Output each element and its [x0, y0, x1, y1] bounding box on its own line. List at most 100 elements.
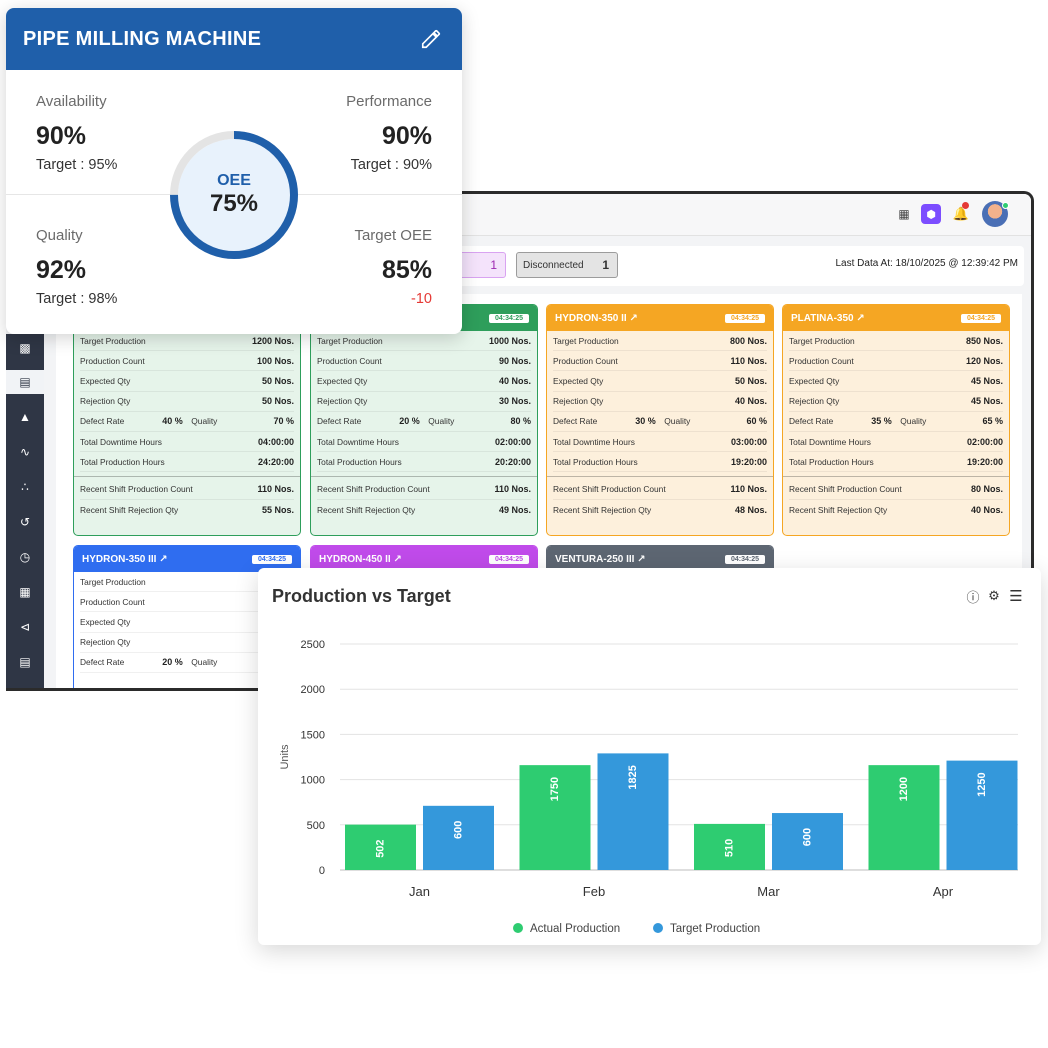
gear-icon[interactable]: ⚙ — [988, 588, 1000, 603]
machine-runtime: 04:34:25 — [251, 554, 292, 564]
machine-name[interactable]: HYDRON-350 III ↗ — [82, 554, 168, 565]
bar-actual-production — [519, 765, 591, 870]
edit-pencil-icon[interactable] — [420, 28, 442, 50]
stat-value: 40 Nos. — [734, 396, 767, 407]
downtime-row: Total Downtime Hours 03:00:00 — [553, 432, 767, 453]
stat-label: Rejection Qty — [789, 396, 840, 407]
machine-name[interactable]: HYDRON-350 II ↗ — [555, 313, 638, 324]
sidebar-alerts-icon[interactable]: ▲ — [19, 410, 31, 424]
y-tick-label: 2000 — [301, 684, 325, 696]
stat-value: 45 Nos. — [970, 396, 1003, 407]
online-status-dot — [1002, 202, 1009, 209]
machine-name[interactable]: HYDRON-450 II ↗ — [319, 554, 402, 565]
card-separator — [74, 476, 300, 478]
machine-card-body: Target Production 1200 Nos. Production Cou… — [74, 331, 300, 473]
legend-label: Actual Production — [530, 923, 620, 935]
performance-value: 90% — [381, 122, 432, 150]
total-production-row: Total Production Hours 24:20:00 — [80, 452, 294, 473]
shift-count-label: Recent Shift Production Count — [789, 483, 902, 494]
machine-card-header: HYDRON-450 II ↗ 04:34:25 — [311, 546, 537, 572]
machine-card[interactable]: HYDRON-350 II ↗ 04:34:25 Target Production… — [546, 304, 774, 536]
machine-stat-row: Rejection Qty 45 Nos. — [789, 392, 1003, 412]
machine-stat-row: Expected Qty 50 Nos. — [80, 371, 294, 392]
disconnected-label: Disconnected — [523, 259, 584, 271]
bar-data-label: 510 — [723, 839, 735, 857]
defect-quality-row: Defect Rate 35 % Quality 65 % — [789, 412, 1003, 432]
sidebar-trend-icon[interactable]: ∿ — [19, 445, 31, 459]
downtime-row: Total Downtime Hours 02:00:00 — [317, 432, 531, 453]
stat-value: 50 Nos. — [261, 396, 294, 407]
bar-data-label: 1250 — [976, 772, 988, 796]
machine-runtime: 04:34:25 — [724, 313, 765, 323]
bar-data-label: 600 — [452, 821, 464, 839]
sidebar-dashboard-icon[interactable]: ▦ — [19, 585, 31, 599]
stat-label: Target Production — [80, 576, 146, 587]
machine-runtime: 04:34:25 — [724, 554, 765, 564]
apps-grid-icon[interactable]: ▦ — [898, 207, 910, 221]
stat-label: Production Count — [80, 355, 145, 366]
open-arrow-icon[interactable]: ↗ — [637, 553, 646, 565]
sidebar-share-icon[interactable]: ⊲ — [19, 620, 31, 634]
stat-value: 120 Nos. — [965, 355, 1003, 366]
y-tick-label: 1500 — [301, 729, 325, 741]
machine-card-shift: Recent Shift Production Count 80 Nos. Rece… — [783, 477, 1009, 519]
open-arrow-icon[interactable]: ↗ — [629, 312, 638, 324]
sidebar-history-icon[interactable]: ↺ — [19, 515, 31, 529]
machine-card-header: HYDRON-350 II ↗ 04:34:25 — [547, 305, 773, 331]
machine-card[interactable]: 04:34:25 Target Production 1000 Nos. Produc… — [310, 304, 538, 536]
machine-name[interactable]: PLATINA-350 ↗ — [791, 313, 865, 324]
y-tick-label: 1000 — [301, 775, 325, 787]
machine-name[interactable]: VENTURA-250 III ↗ — [555, 554, 646, 565]
app-logo-icon[interactable]: ⬢ — [921, 204, 941, 224]
shift-reject-label: Recent Shift Rejection Qty — [789, 504, 888, 515]
machine-card-header: PLATINA-350 ↗ 04:34:25 — [783, 305, 1009, 331]
quality-label: Quality — [664, 416, 691, 427]
shift-count-row: Recent Shift Production Count 110 Nos. — [317, 479, 531, 500]
total-production-label: Total Production Hours — [553, 456, 638, 467]
bar-data-label: 502 — [374, 839, 386, 857]
status-bar: 1 Disconnected 1 Last Data At: 18/10/202… — [446, 246, 1024, 286]
stat-value: 850 Nos. — [965, 335, 1003, 346]
card-separator — [547, 476, 773, 478]
stat-value: 45 Nos. — [970, 375, 1003, 386]
stat-label: Expected Qty — [789, 375, 840, 386]
shift-reject-row: Recent Shift Rejection Qty 48 Nos. — [553, 500, 767, 520]
machine-card[interactable]: PLATINA-350 ↗ 04:34:25 Target Production 85… — [782, 304, 1010, 536]
sidebar-nodes-icon[interactable]: ∴ — [21, 480, 29, 494]
bar-target-production — [597, 753, 669, 870]
info-icon[interactable]: ⓘ — [966, 589, 980, 605]
oee-gauge — [170, 131, 298, 259]
target-oee-delta: -10 — [411, 291, 432, 307]
sidebar-contacts-icon[interactable]: ▩ — [19, 341, 31, 355]
menu-icon[interactable]: ☰ — [1009, 588, 1023, 605]
stat-label: Rejection Qty — [80, 637, 131, 648]
defect-rate-label: Defect Rate — [80, 657, 125, 668]
disconnected-chip[interactable]: Disconnected 1 — [516, 252, 618, 278]
stat-label: Expected Qty — [80, 375, 131, 386]
stat-label: Rejection Qty — [317, 396, 368, 407]
shift-count-value: 110 Nos. — [494, 483, 531, 494]
stat-label: Target Production — [317, 335, 383, 346]
open-arrow-icon[interactable]: ↗ — [393, 553, 402, 565]
oee-header: PIPE MILLING MACHINE — [6, 8, 462, 70]
total-production-value: 19:20:00 — [730, 456, 767, 467]
downtime-value: 02:00:00 — [494, 436, 531, 447]
sidebar-report-icon[interactable]: ▤ — [19, 655, 31, 669]
notification-bell-icon[interactable]: 🔔 — [952, 206, 970, 221]
stat-value: 100 Nos. — [256, 355, 294, 366]
shift-count-value: 110 Nos. — [730, 483, 767, 494]
stat-value: 40 Nos. — [498, 375, 531, 386]
quality-label: Quality — [900, 416, 927, 427]
open-arrow-icon[interactable]: ↗ — [856, 312, 865, 324]
shift-count-label: Recent Shift Production Count — [317, 483, 430, 494]
sidebar-clock-icon[interactable]: ◷ — [19, 550, 31, 564]
defect-rate-label: Defect Rate — [789, 416, 834, 427]
shift-reject-label: Recent Shift Rejection Qty — [553, 504, 652, 515]
sidebar-messages-icon[interactable]: ▤ — [6, 370, 44, 394]
downtime-label: Total Downtime Hours — [553, 436, 635, 447]
x-tick-label: Mar — [757, 884, 780, 899]
target-oee-label: Target OEE — [354, 227, 432, 244]
open-arrow-icon[interactable]: ↗ — [159, 553, 168, 565]
bar-data-label: 1200 — [898, 777, 910, 801]
